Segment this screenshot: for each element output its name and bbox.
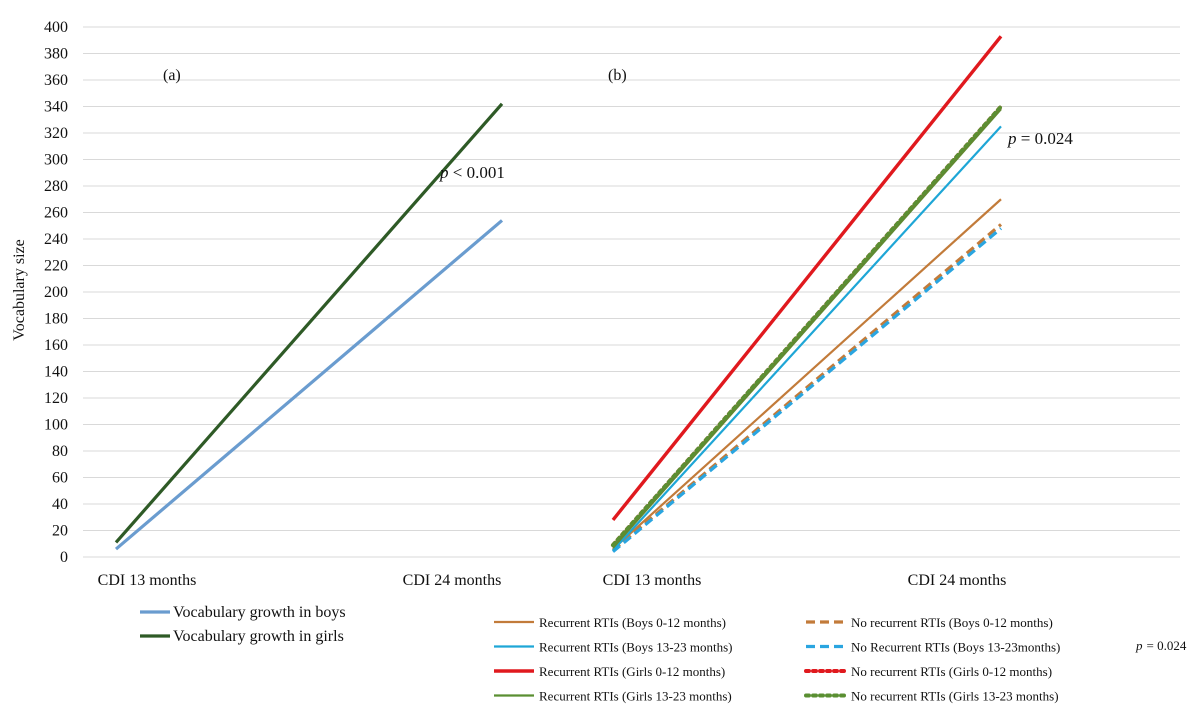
y-tick-340: 340 [44, 99, 68, 116]
legend-b-label-0: Recurrent RTIs (Boys 0-12 months) [539, 615, 726, 630]
legend-b-label-2: Recurrent RTIs (Boys 13-23 months) [539, 640, 732, 655]
panel-b-series-7 [611, 104, 1003, 548]
y-tick-220: 220 [44, 258, 68, 275]
panel-a-label: (a) [163, 67, 181, 84]
panel-b-p-value: p = 0.024 [1007, 129, 1073, 148]
panel-a-p-value: p < 0.001 [439, 163, 505, 182]
legend-a-label-0: Vocabulary growth in boys [173, 604, 346, 621]
panel-b-series-3 [611, 227, 1003, 553]
y-tick-380: 380 [44, 46, 68, 63]
y-tick-140: 140 [44, 364, 68, 381]
y-tick-60: 60 [52, 470, 68, 487]
panel-a-x-tick-13: CDI 13 months [98, 572, 197, 589]
panel-b-legend-p-value: p = 0.024 [1135, 638, 1187, 653]
y-tick-300: 300 [44, 152, 68, 169]
y-tick-400: 400 [44, 19, 68, 36]
legend-b-label-4: Recurrent RTIs (Girls 0-12 months) [539, 664, 725, 679]
y-axis-label: Vocabulary size [11, 239, 28, 340]
panel-a-series-0 [114, 219, 504, 551]
y-tick-360: 360 [44, 72, 68, 89]
legend-b-label-1: No recurrent RTIs (Boys 0-12 months) [851, 615, 1053, 630]
panel-b-series-2 [612, 125, 1002, 552]
panel-b-label: (b) [608, 67, 627, 84]
legend-b-label-3: No Recurrent RTIs (Boys 13-23months) [851, 640, 1060, 655]
panel-b-x-tick-24: CDI 24 months [908, 572, 1007, 589]
y-tick-240: 240 [44, 231, 68, 248]
y-tick-100: 100 [44, 417, 68, 434]
y-tick-280: 280 [44, 178, 68, 195]
y-tick-120: 120 [44, 390, 68, 407]
y-tick-200: 200 [44, 284, 68, 301]
panel-b-legend: Recurrent RTIs (Boys 0-12 months) No recu… [494, 615, 1060, 704]
panel-b-x-tick-13: CDI 13 months [603, 572, 702, 589]
panel-b-series-0 [612, 198, 1002, 550]
y-tick-0: 0 [60, 549, 68, 566]
legend-a-label-1: Vocabulary growth in girls [173, 628, 344, 645]
panel-a-series-1 [114, 102, 504, 544]
y-tick-180: 180 [44, 311, 68, 328]
y-tick-320: 320 [44, 125, 68, 142]
y-tick-80: 80 [52, 443, 68, 460]
panel-a-x-tick-24: CDI 24 months [403, 572, 502, 589]
legend-b-label-6: Recurrent RTIs (Girls 13-23 months) [539, 689, 732, 704]
gridlines [83, 26, 1180, 558]
y-tick-20: 20 [52, 523, 68, 540]
panel-a-legend: Vocabulary growth in boys Vocabulary grow… [140, 604, 346, 645]
y-tick-260: 260 [44, 205, 68, 222]
y-axis-ticks: 0 20 40 60 80 100 120 140 160 180 200 220 240 260 280 3… [44, 19, 68, 566]
y-tick-40: 40 [52, 496, 68, 513]
legend-b-label-7: No recurrent RTIs (Girls 13-23 months) [851, 689, 1059, 704]
legend-b-label-5: No recurrent RTIs (Girls 0-12 months) [851, 664, 1052, 679]
series-lines [114, 35, 1003, 553]
panel-b-series-4 [611, 35, 1003, 521]
y-tick-160: 160 [44, 337, 68, 354]
